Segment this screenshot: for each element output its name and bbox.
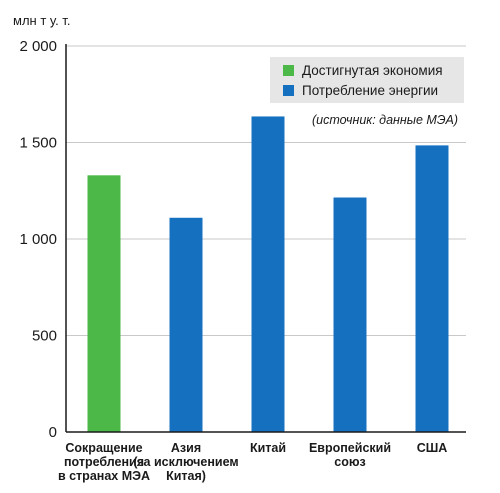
x-category-label-2-line-0: Китай [250, 441, 286, 455]
x-category-label-3: Европейский союз [309, 441, 391, 469]
x-category-label-3-line-1: союз [334, 455, 365, 469]
x-category-label-1-line-2: Китая) [166, 469, 206, 483]
bar-0 [87, 175, 121, 432]
y-tick-label-4: 2 000 [19, 38, 57, 55]
x-category-label-1-line-0: Азия [171, 441, 201, 455]
x-category-label-2: Китай [250, 441, 286, 455]
legend-background [270, 57, 464, 103]
x-category-label-0-line-0: Сокращение [65, 441, 142, 455]
legend-swatch-0 [283, 65, 294, 76]
bar-3 [333, 197, 367, 432]
legend-swatch-1 [283, 85, 294, 96]
y-tick-label-1: 500 [32, 328, 57, 345]
source-annotation: (источник: данные МЭА) [312, 113, 458, 127]
x-category-label-0-line-1: потребления [64, 455, 144, 469]
x-category-label-0-line-2: в странах МЭА [58, 469, 150, 483]
y-tick-label-3: 1 500 [19, 135, 57, 152]
y-tick-labels: 0 500 1 000 1 500 2 000 [19, 38, 57, 441]
x-category-label-3-line-0: Европейский [309, 441, 391, 455]
bar-4 [415, 145, 449, 432]
y-axis-unit-label: млн т у. т. [13, 13, 70, 28]
legend-label-1: Потребление энергии [302, 83, 438, 98]
x-category-label-1: Азия (за исключением Китая) [133, 441, 238, 483]
x-category-label-0: Сокращение потребления в странах МЭА [58, 441, 150, 483]
bar-1 [169, 217, 203, 432]
axes [65, 44, 466, 433]
y-tick-label-0: 0 [49, 424, 57, 441]
legend: Достигнутая экономия Потребление энергии [270, 57, 464, 103]
legend-items: Достигнутая экономия Потребление энергии [283, 63, 443, 98]
x-category-label-1-line-1: (за исключением [133, 455, 238, 469]
bars [87, 116, 449, 432]
x-category-label-4: США [417, 441, 448, 455]
x-category-label-4-line-0: США [417, 441, 448, 455]
y-tick-label-2: 1 000 [19, 231, 57, 248]
legend-label-0: Достигнутая экономия [302, 63, 443, 78]
bar-2 [251, 116, 285, 432]
